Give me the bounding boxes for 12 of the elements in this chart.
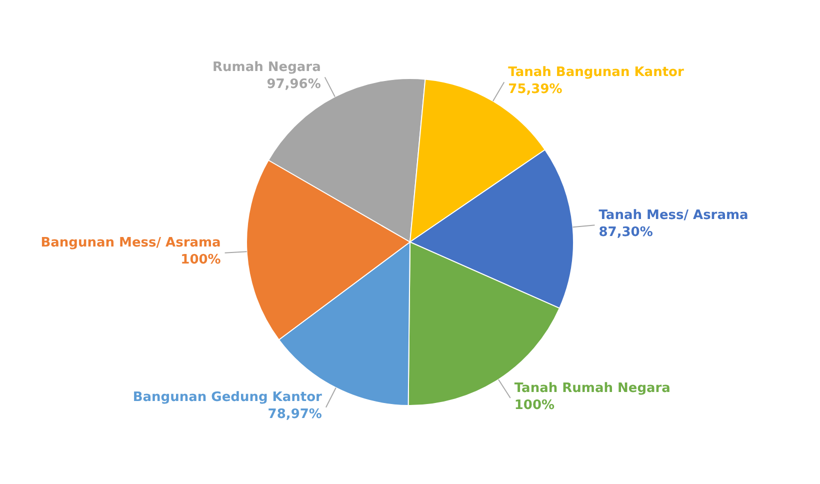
slice-label: Bangunan Gedung Kantor [132,390,323,406]
data-label: 97,96% [266,77,321,92]
slice-label: Tanah Rumah Negara [514,380,670,396]
slice-label: Rumah Negara [212,60,321,76]
data-label: 78,97% [268,407,322,422]
slice-label: Bangunan Mess/ Asrama [40,236,221,251]
data-label: 75,39% [508,82,562,98]
data-label: 100% [514,398,555,413]
slice-label: Tanah Mess/ Asrama [598,208,748,223]
data-label: 100% [180,252,221,268]
data-label: 87,30% [598,224,653,240]
slice-label: Tanah Bangunan Kantor [508,65,684,80]
